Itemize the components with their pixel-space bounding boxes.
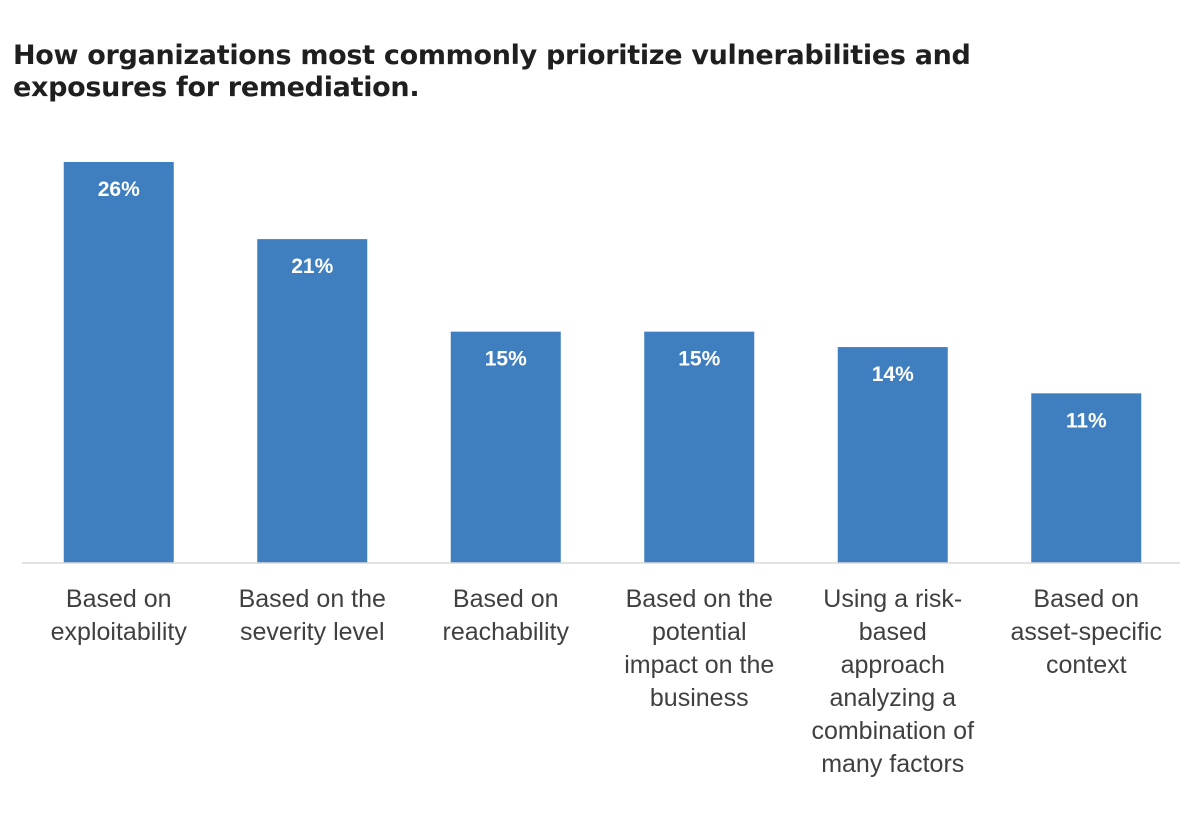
bar-2 [257,239,368,563]
category-label-3: Based on reachability [443,585,570,646]
data-label-5: 14% [872,363,914,386]
labels-layer: 26% 21% 15% 15% 14% 11% [98,178,1107,432]
bar-5 [837,347,948,563]
chart-title: How organizations most commonly prioriti… [13,40,971,103]
data-label-6: 11% [1066,409,1107,432]
bar-3 [450,331,561,563]
data-label-3: 15% [485,348,527,371]
category-label-2: Based on the severity level [239,585,386,646]
bar-6 [1031,393,1142,563]
data-label-4: 15% [678,348,720,371]
bars-layer [63,162,1142,563]
category-label-4: Based on the potential impact on the busine… [624,585,774,712]
category-label-1: Based on exploitability [51,585,188,646]
category-label-6: Based on asset-specific context [1011,585,1162,679]
category-labels: Based on exploitability Based on the severi… [51,585,1162,778]
data-label-1: 26% [98,178,140,201]
bar-1 [63,162,174,563]
bar-4 [644,331,755,563]
category-label-5: Using a risk-based approach analyzing a com… [811,585,974,778]
data-label-2: 21% [291,255,333,278]
